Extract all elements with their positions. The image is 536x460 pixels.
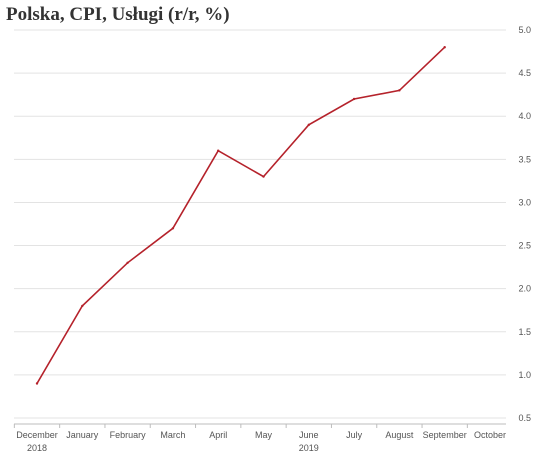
y-tick-label: 3.0 <box>518 197 531 207</box>
x-year-label: 2018 <box>27 443 47 453</box>
y-tick-label: 4.0 <box>518 111 531 121</box>
data-point <box>307 123 310 127</box>
y-axis-tick-labels: 0.5 1.0 1.5 2.0 2.5 3.0 3.5 4.0 4.5 5.0 <box>518 25 531 423</box>
y-tick-label: 1.5 <box>518 327 531 337</box>
x-tick-label: September <box>423 430 467 440</box>
series-line <box>36 46 446 384</box>
y-tick-label: 3.5 <box>518 154 531 164</box>
x-tick-label: April <box>209 430 227 440</box>
y-tick-label: 2.0 <box>518 284 531 294</box>
data-point <box>352 97 356 101</box>
x-tick-label: October <box>474 430 506 440</box>
data-point <box>398 89 401 92</box>
data-point <box>443 46 446 49</box>
x-tick-label: May <box>255 430 273 440</box>
x-tick-label: January <box>66 430 99 440</box>
data-point <box>126 261 129 264</box>
x-tick-label: December <box>16 430 58 440</box>
data-point <box>35 382 39 385</box>
x-tick-label: June <box>299 430 319 440</box>
x-tick-label: August <box>385 430 414 440</box>
x-tick-label: July <box>346 430 363 440</box>
data-point <box>217 149 220 152</box>
data-point <box>81 304 84 308</box>
gridlines <box>14 29 506 419</box>
y-tick-label: 0.5 <box>518 413 531 423</box>
x-axis-tick-labels: December January February March April May June… <box>16 430 506 453</box>
data-point <box>171 227 175 230</box>
x-tick-label: March <box>160 430 185 440</box>
y-tick-label: 5.0 <box>518 25 531 35</box>
x-tick-label: February <box>110 430 147 440</box>
y-tick-label: 2.5 <box>518 241 531 251</box>
x-axis <box>13 423 506 428</box>
chart-title: Polska, CPI, Usługi (r/r, %) <box>6 4 230 25</box>
y-tick-label: 1.0 <box>518 370 531 380</box>
y-tick-label: 4.5 <box>518 68 531 78</box>
x-year-label: 2019 <box>299 443 319 453</box>
data-point <box>262 175 265 178</box>
series-layer <box>35 46 446 385</box>
